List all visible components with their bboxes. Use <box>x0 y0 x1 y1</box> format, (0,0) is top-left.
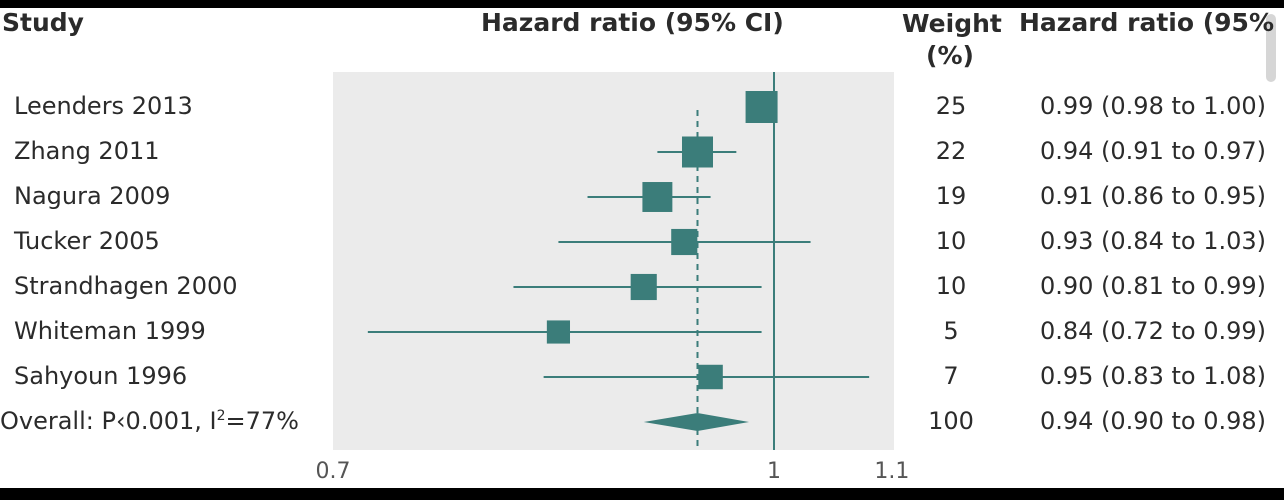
weight-column-header: Weight (%) <box>902 8 1002 72</box>
study-name: Strandhagen 2000 <box>14 272 238 300</box>
overall-weight: 100 <box>928 407 974 435</box>
study-name: Tucker 2005 <box>14 227 160 255</box>
study-marker <box>698 364 723 390</box>
study-hazard-ratio: 0.91 (0.86 to 0.95) <box>1039 182 1266 210</box>
study-weight: 5 <box>943 317 959 345</box>
x-tick-label: 0.7 <box>316 459 351 484</box>
scrollbar-thumb[interactable] <box>1266 14 1276 82</box>
overall-label: Overall: P‹0.001, I2=77% <box>0 407 299 435</box>
study-weight: 22 <box>935 137 967 165</box>
x-tick-label: 1.1 <box>874 459 909 484</box>
study-marker <box>671 228 698 256</box>
study-hazard-ratio: 0.84 (0.72 to 0.99) <box>1039 317 1266 345</box>
study-weight: 7 <box>943 362 959 390</box>
study-hazard-ratio: 0.99 (0.98 to 1.00) <box>1039 92 1266 120</box>
x-tick-label: 1 <box>767 459 781 484</box>
study-weight: 19 <box>935 182 967 210</box>
plot-column-header: Hazard ratio (95% CI) <box>481 8 784 37</box>
study-weight: 25 <box>935 92 967 120</box>
overall-label-sup: 2 <box>216 408 226 424</box>
study-hazard-ratio: 0.95 (0.83 to 1.08) <box>1039 362 1266 390</box>
study-hazard-ratio: 0.93 (0.84 to 1.03) <box>1039 227 1266 255</box>
plot-panel <box>333 72 894 450</box>
weight-header-line1: Weight <box>902 9 1002 38</box>
pooled-diamond <box>643 413 750 431</box>
study-marker <box>681 136 714 168</box>
study-name: Nagura 2009 <box>14 182 171 210</box>
study-weight: 10 <box>935 272 967 300</box>
study-name: Whiteman 1999 <box>14 317 206 345</box>
study-weight: 10 <box>935 227 967 255</box>
study-name: Zhang 2011 <box>14 137 160 165</box>
study-name: Leenders 2013 <box>14 92 193 120</box>
study-marker <box>642 182 673 212</box>
bottom-frame-bar <box>0 488 1284 500</box>
overall-label-prefix: Overall: P‹0.001, I <box>0 407 217 435</box>
study-marker <box>546 320 571 344</box>
study-name: Sahyoun 1996 <box>14 362 188 390</box>
hazard-ratio-column-header: Hazard ratio (95% CI) <box>1019 8 1284 37</box>
overall-hazard-ratio: 0.94 (0.90 to 0.98) <box>1039 407 1266 435</box>
study-marker <box>630 273 657 301</box>
study-hazard-ratio: 0.94 (0.91 to 0.97) <box>1039 137 1266 165</box>
weight-header-line2: (%) <box>926 41 974 70</box>
study-hazard-ratio: 0.90 (0.81 to 0.99) <box>1039 272 1266 300</box>
study-marker <box>745 91 778 123</box>
top-frame-bar <box>0 0 1284 8</box>
overall-label-suffix: =77% <box>225 407 299 435</box>
study-column-header: Study <box>2 8 84 37</box>
